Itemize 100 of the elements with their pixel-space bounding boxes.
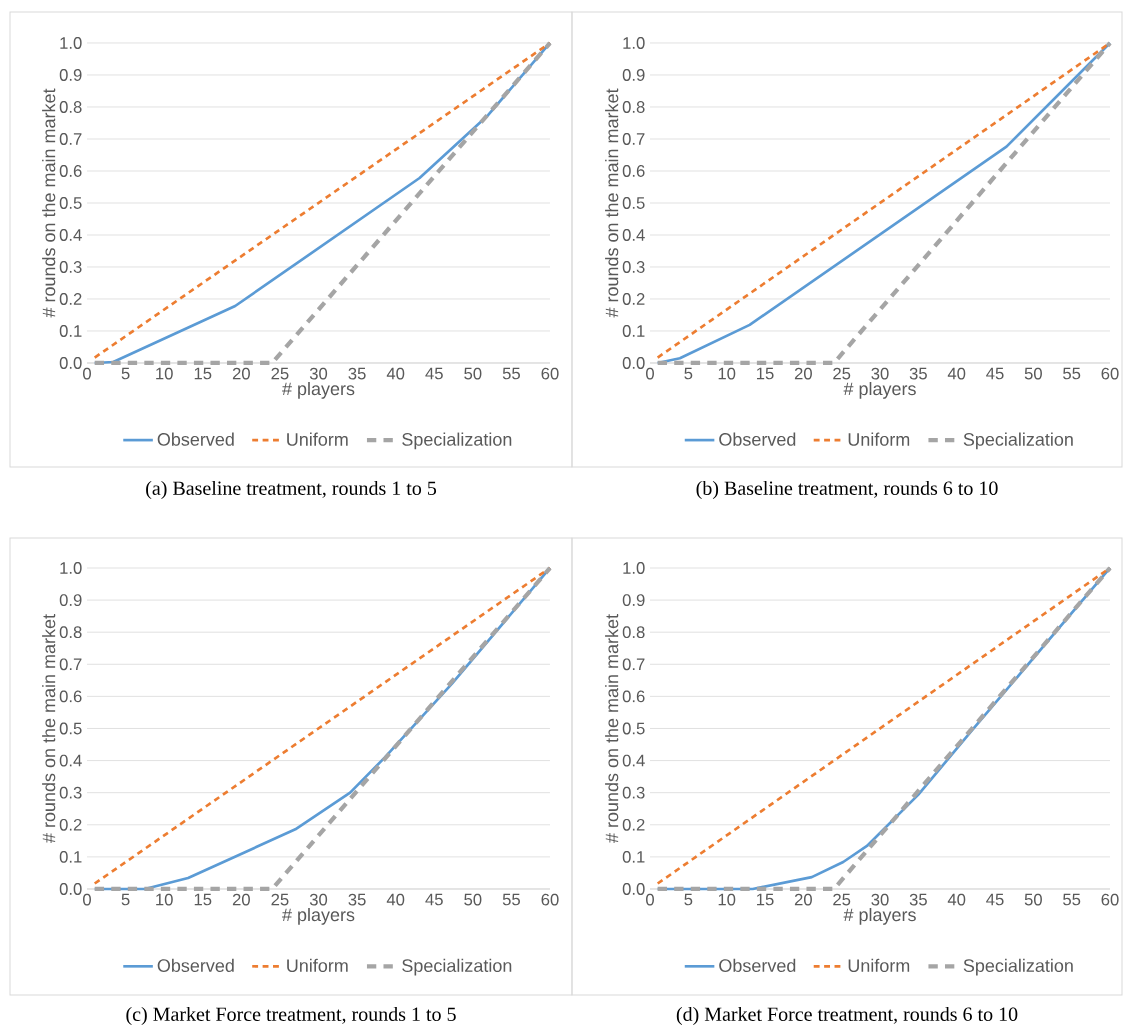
y-tick-label: 0.9 [622, 594, 645, 606]
y-tick-label: 0.4 [59, 754, 82, 767]
x-tick-label: 60 [1101, 367, 1119, 380]
x-tick-label: 60 [1101, 893, 1119, 906]
x-tick-label: 25 [271, 367, 289, 380]
y-axis-title: # rounds on the main market [42, 614, 56, 843]
y-tick-label: 0.5 [59, 722, 82, 735]
x-tick-label: 35 [909, 893, 927, 906]
legend-label: Specialization [963, 958, 1073, 976]
text: (c) Market Force treatment, rounds 1 to 5 [126, 1006, 456, 1026]
legend-label: Uniform [287, 958, 348, 972]
x-tick-label: 55 [1063, 367, 1081, 380]
x-tick-label: 25 [833, 367, 851, 380]
y-tick-label: 0.0 [622, 357, 645, 369]
legend-label: Observed [719, 958, 796, 972]
x-tick-label: 35 [909, 367, 927, 380]
x-tick-label: 10 [718, 367, 736, 380]
legend-label: Specialization [963, 432, 1073, 450]
y-tick-label: 0.4 [59, 229, 82, 241]
y-tick-label: 0.7 [59, 658, 82, 671]
y-tick-label: 0.4 [622, 229, 645, 241]
x-tick-label: 0 [83, 893, 91, 906]
y-tick-label: 0.7 [622, 658, 645, 671]
y-tick-label: 0.3 [622, 261, 645, 273]
y-tick-label: 0.3 [59, 261, 82, 273]
y-tick-label: 0.5 [622, 722, 645, 735]
legend-label: Observed [157, 958, 234, 972]
y-tick-label: 0.3 [622, 786, 645, 799]
x-tick-label: 60 [541, 367, 559, 380]
y-tick-label: 0.0 [59, 357, 82, 369]
y-tick-label: 1.0 [60, 37, 82, 49]
y-tick-label: 0.8 [59, 101, 82, 113]
x-tick-label: 15 [757, 893, 774, 906]
x-tick-label: 25 [271, 893, 289, 906]
x-tick-label: 45 [425, 367, 443, 380]
y-tick-label: 1.0 [623, 37, 645, 49]
y-tick-label: 0.2 [622, 293, 645, 305]
x-tick-label: 20 [232, 367, 250, 380]
y-tick-label: 0.7 [59, 133, 82, 145]
text: (a) Baseline treatment, rounds 1 to 5 [146, 480, 437, 500]
legend-label: Observed [719, 432, 796, 446]
y-tick-label: 0.7 [622, 133, 645, 145]
y-tick-label: 0.9 [622, 69, 645, 81]
y-tick-label: 0.6 [622, 690, 645, 703]
x-tick-label: 55 [502, 367, 520, 380]
x-tick-label: 5 [121, 367, 130, 380]
y-tick-label: 0.9 [59, 69, 82, 81]
x-tick-label: 60 [541, 893, 559, 906]
legend-label: Uniform [287, 432, 348, 446]
y-tick-label: 0.9 [59, 594, 82, 606]
y-axis-title: # rounds on the main market [605, 88, 619, 318]
x-tick-label: 55 [1063, 893, 1081, 906]
x-tick-label: 30 [871, 893, 889, 906]
legend-label: Specialization [402, 432, 512, 450]
y-tick-label: 0.3 [59, 786, 82, 799]
y-tick-label: 0.1 [622, 851, 645, 863]
text: (b) Baseline treatment, rounds 6 to 10 [696, 480, 998, 500]
x-tick-label: 20 [232, 893, 250, 906]
x-tick-label: 15 [194, 893, 212, 906]
x-tick-label: 40 [947, 893, 966, 906]
x-tick-label: 10 [156, 367, 173, 380]
x-tick-label: 10 [718, 893, 736, 906]
y-tick-label: 0.0 [59, 883, 82, 895]
y-tick-label: 0.2 [59, 818, 82, 831]
legend-label: Observed [157, 432, 234, 446]
x-tick-label: 50 [464, 367, 482, 380]
x-tick-label: 50 [464, 893, 482, 906]
x-tick-label: 5 [684, 893, 693, 906]
y-tick-label: 0.1 [59, 325, 82, 337]
x-tick-label: 40 [947, 367, 966, 380]
y-tick-label: 0.0 [622, 883, 645, 895]
y-tick-label: 0.6 [59, 690, 82, 703]
y-axis-title: # rounds on the main market [605, 614, 619, 843]
y-tick-label: 0.6 [59, 165, 82, 177]
x-tick-label: 10 [156, 893, 173, 906]
x-tick-label: 30 [871, 367, 889, 380]
x-tick-label: 45 [425, 893, 443, 906]
y-tick-label: 0.2 [59, 293, 82, 305]
legend-label: Uniform [848, 432, 910, 446]
x-tick-label: 0 [646, 367, 654, 380]
y-tick-label: 0.8 [59, 626, 82, 639]
x-tick-label: 30 [309, 893, 328, 906]
legend-label: Specialization [402, 958, 512, 976]
x-tick-label: 5 [121, 893, 130, 906]
x-tick-label: 15 [194, 367, 212, 380]
y-axis-title: # rounds on the main market [42, 88, 56, 318]
x-tick-label: 35 [348, 893, 366, 906]
y-tick-label: 0.1 [622, 325, 645, 337]
y-tick-label: 0.5 [59, 197, 82, 209]
x-tick-label: 35 [348, 367, 366, 380]
y-tick-label: 0.8 [622, 101, 645, 113]
x-tick-label: 55 [502, 893, 520, 906]
y-tick-label: 1.0 [60, 562, 82, 574]
x-tick-label: 20 [794, 893, 812, 906]
x-tick-label: 0 [83, 367, 91, 380]
x-tick-label: 40 [386, 893, 405, 906]
x-axis-title: # players [282, 381, 355, 399]
y-tick-label: 0.2 [622, 818, 645, 831]
x-axis-title: # players [843, 381, 916, 399]
y-tick-label: 1.0 [623, 562, 645, 574]
